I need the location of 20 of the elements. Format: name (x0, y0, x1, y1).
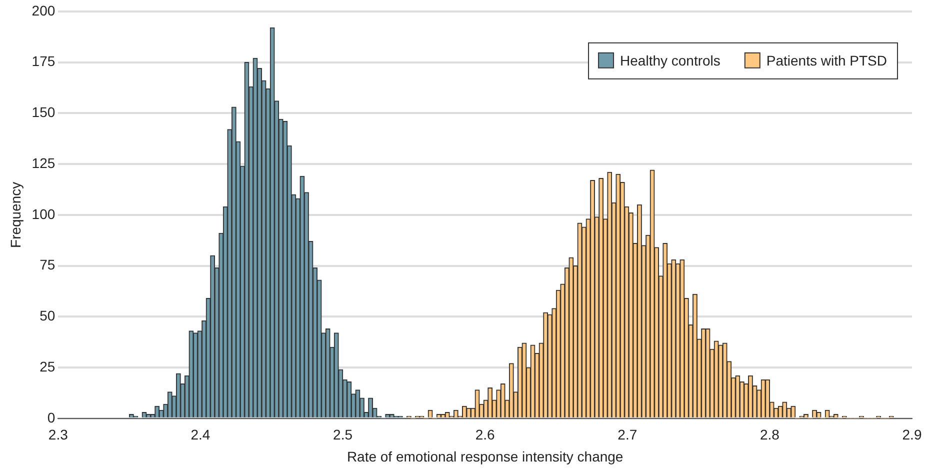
x-tick-label: 2.9 (902, 426, 922, 443)
x-tick-label: 2.5 (333, 426, 353, 443)
y-tick-label: 175 (32, 53, 56, 70)
legend-label: Patients with PTSD (766, 52, 888, 68)
x-axis-title: Rate of emotional response intensity change (346, 448, 624, 464)
y-tick-label: 125 (32, 154, 56, 171)
y-axis-title: Frequency (7, 182, 24, 248)
legend-label: Healthy controls (620, 52, 720, 68)
y-tick-label: 200 (32, 2, 56, 18)
y-tick-label: 150 (32, 104, 56, 120)
y-tick-label: 25 (40, 358, 56, 374)
x-tick-label: 2.4 (190, 426, 210, 443)
x-tick-label: 2.7 (618, 426, 638, 443)
y-tick-label: 50 (40, 308, 56, 324)
x-tick-label: 2.8 (760, 426, 780, 443)
y-tick-label: 100 (32, 206, 56, 222)
y-tick-label: 75 (40, 256, 56, 273)
x-tick-label: 2.3 (48, 426, 68, 443)
y-tick-label: 0 (47, 409, 56, 426)
x-tick-label: 2.6 (475, 426, 496, 443)
